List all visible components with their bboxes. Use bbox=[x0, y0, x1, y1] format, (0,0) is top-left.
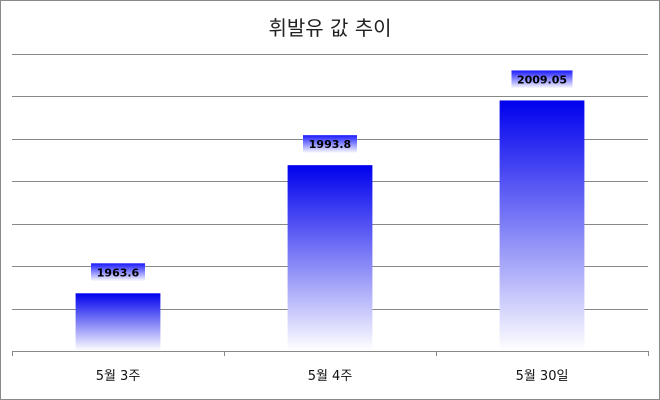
bars bbox=[75, 100, 585, 351]
data-label-box bbox=[511, 70, 573, 89]
data-label-box bbox=[303, 135, 357, 154]
chart-title: 휘발유 값 추이 bbox=[268, 16, 392, 40]
data-label: 1993.8 bbox=[309, 138, 351, 151]
bar bbox=[287, 165, 373, 351]
x-tick-label: 5월 3주 bbox=[96, 369, 141, 384]
data-labels: 1963.6 1993.8 2009.05 bbox=[91, 70, 573, 282]
data-label: 1963.6 bbox=[97, 266, 140, 279]
x-tick-labels: 5월 3주 5월 4주 5월 30일 bbox=[96, 369, 569, 384]
data-label: 2009.05 bbox=[517, 73, 567, 86]
x-tick-label: 5월 4주 bbox=[308, 369, 353, 384]
x-axis bbox=[12, 351, 649, 356]
bar bbox=[75, 293, 161, 351]
bar bbox=[499, 100, 585, 351]
x-tick-label: 5월 30일 bbox=[516, 369, 569, 384]
data-label-box bbox=[91, 263, 145, 282]
